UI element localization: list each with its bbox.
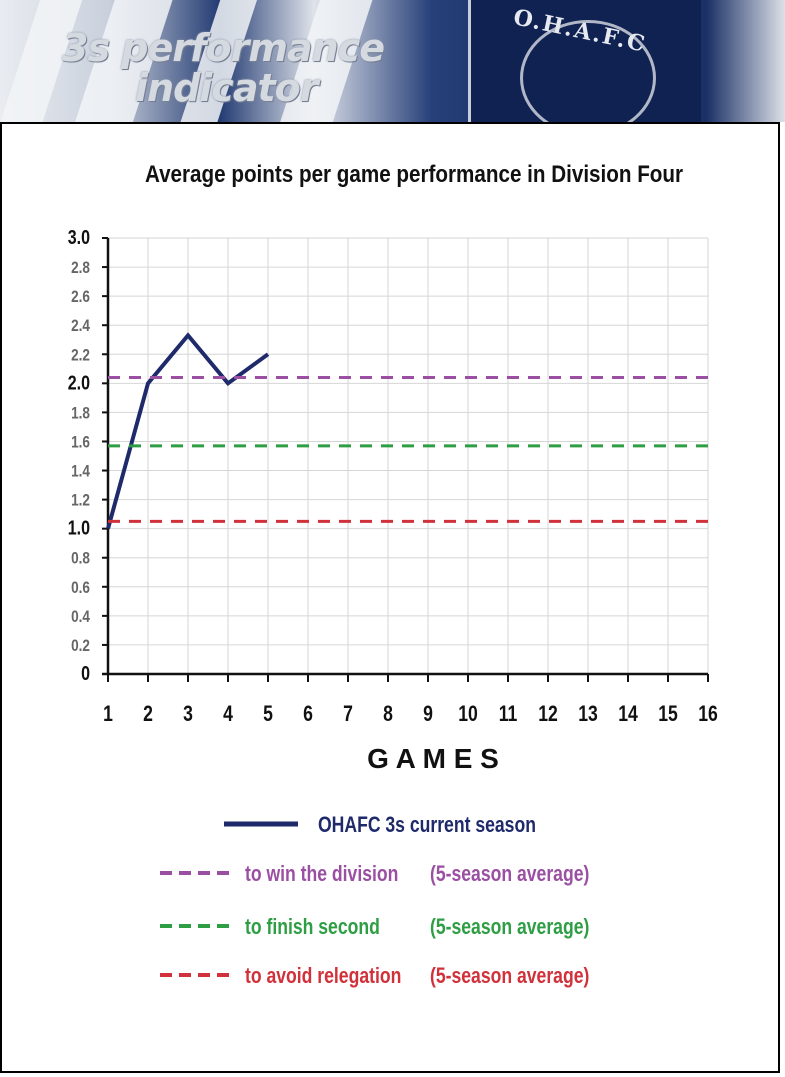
- y-axis-ticks: 0 0.2 0.4 0.6 0.8 1.0 1.2 1.4 1.6 1.8 2.0 2.2 2.4 2.6…: [68, 226, 108, 684]
- y-tick-label: 0.6: [71, 578, 90, 597]
- y-tick-label: 2.8: [71, 259, 90, 278]
- banner-title-line2: indicator: [135, 66, 318, 110]
- legend-note: (5-season average): [430, 964, 589, 988]
- x-axis-label: G A M E S: [367, 743, 499, 774]
- y-tick-label: 2.0: [68, 372, 90, 394]
- x-tick-label: 5: [263, 702, 273, 726]
- y-tick-label: 0: [81, 662, 90, 684]
- legend-label: to win the division: [245, 862, 398, 886]
- line-chart: Average points per game performance in D…: [68, 161, 718, 989]
- y-tick-label: 1.6: [71, 433, 90, 452]
- header-banner: O.H.A.F.C 3s performance indicator: [0, 0, 785, 122]
- y-tick-label: 0.2: [71, 637, 90, 656]
- y-tick-label: 2.2: [71, 346, 90, 365]
- y-tick-label: 0.8: [71, 549, 90, 568]
- legend-label: to finish second: [245, 915, 380, 939]
- chart-title: Average points per game performance in D…: [145, 161, 683, 188]
- chart-panel: Average points per game performance in D…: [0, 122, 780, 1073]
- y-tick-label: 2.4: [71, 317, 90, 336]
- legend-note: (5-season average): [430, 862, 589, 886]
- y-tick-label: 1.4: [71, 462, 90, 481]
- x-tick-label: 7: [343, 702, 353, 726]
- x-tick-label: 13: [578, 702, 598, 726]
- x-tick-label: 12: [538, 702, 558, 726]
- y-tick-label: 1.8: [71, 404, 90, 423]
- chart-grid: [107, 237, 709, 675]
- y-tick-label: 0.4: [71, 608, 90, 627]
- y-tick-label: 1.0: [68, 517, 90, 539]
- x-tick-label: 3: [183, 702, 193, 726]
- x-tick-label: 1: [103, 702, 113, 726]
- chart-legend: OHAFC 3s current season to win the divisi…: [160, 813, 589, 989]
- x-tick-label: 8: [383, 702, 393, 726]
- chart-series: [106, 332, 708, 530]
- y-tick-label: 1.2: [71, 491, 90, 510]
- banner-title-line1: 3s performance: [62, 26, 385, 70]
- legend-label: to avoid relegation: [245, 964, 401, 988]
- x-tick-label: 16: [698, 702, 718, 726]
- legend-label: OHAFC 3s current season: [318, 813, 536, 837]
- chart-axes: [102, 238, 708, 676]
- legend-note: (5-season average): [430, 915, 589, 939]
- x-axis-ticks: 1 2 3 4 5 6 7 8 9 10 11 12 13 14 15 16: [103, 674, 718, 727]
- x-tick-label: 15: [658, 702, 678, 726]
- x-tick-label: 9: [423, 702, 433, 726]
- y-tick-label: 2.6: [71, 288, 90, 307]
- x-tick-label: 4: [223, 702, 233, 726]
- x-tick-label: 11: [499, 702, 518, 726]
- crest-emblem: [520, 20, 656, 122]
- x-tick-label: 14: [618, 702, 638, 726]
- y-tick-label: 3.0: [68, 226, 90, 248]
- x-tick-label: 6: [303, 702, 313, 726]
- x-tick-label: 2: [143, 702, 153, 726]
- x-tick-label: 10: [458, 702, 478, 726]
